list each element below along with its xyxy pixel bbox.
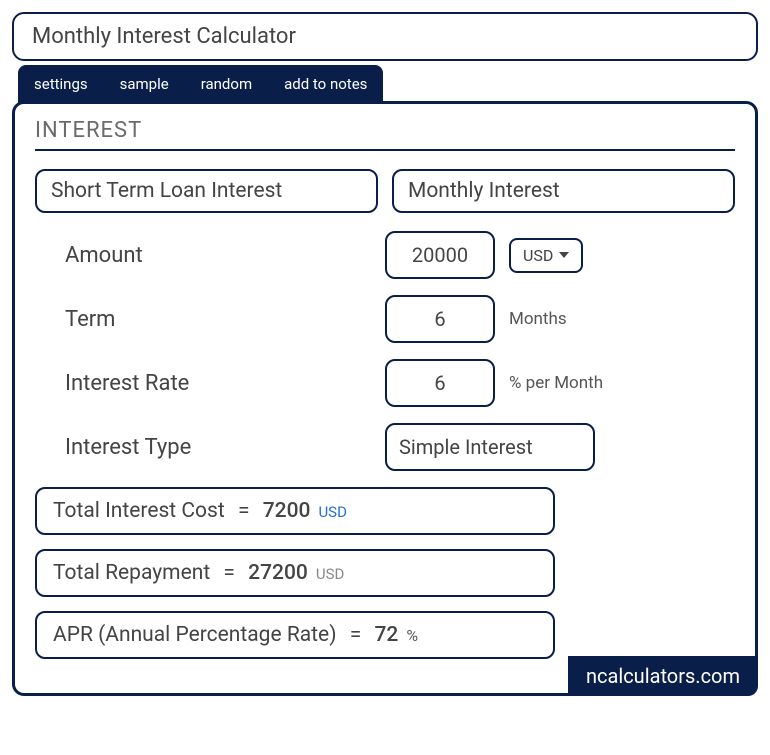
amount-input[interactable]: 20000 (385, 231, 495, 279)
page-title-box: Monthly Interest Calculator (12, 12, 758, 61)
tab-sample[interactable]: sample (104, 65, 185, 103)
section-heading: INTEREST (35, 118, 735, 151)
mode-monthly-button[interactable]: Monthly Interest (392, 169, 735, 213)
result-repayment-label: Total Repayment (53, 561, 210, 585)
type-input[interactable]: Simple Interest (385, 423, 595, 471)
amount-label: Amount (65, 243, 385, 268)
equals-sign: = (218, 561, 240, 585)
tab-random[interactable]: random (185, 65, 268, 103)
currency-value: USD (523, 246, 553, 265)
page-title: Monthly Interest Calculator (32, 24, 296, 49)
rate-label: Interest Rate (65, 371, 385, 396)
brand-badge[interactable]: ncalculators.com (568, 656, 758, 696)
result-interest-unit: USD (318, 503, 346, 521)
term-unit: Months (509, 309, 567, 329)
calculator-panel: INTEREST Short Term Loan Interest Monthl… (12, 101, 758, 696)
mode-short-term-button[interactable]: Short Term Loan Interest (35, 169, 378, 213)
mode-buttons: Short Term Loan Interest Monthly Interes… (35, 169, 735, 213)
type-row: Interest Type Simple Interest (35, 423, 735, 471)
result-interest-cost: Total Interest Cost = 7200 USD (35, 487, 555, 535)
result-repayment-unit: USD (316, 565, 344, 583)
equals-sign: = (345, 623, 367, 647)
tab-add-to-notes[interactable]: add to notes (268, 65, 383, 103)
rate-unit: % per Month (509, 373, 603, 393)
equals-sign: = (233, 499, 255, 523)
result-repayment-value: 27200 (248, 561, 308, 585)
currency-select[interactable]: USD (509, 238, 583, 273)
result-apr-label: APR (Annual Percentage Rate) (53, 623, 337, 647)
term-row: Term 6 Months (35, 295, 735, 343)
result-interest-value: 7200 (263, 499, 311, 523)
term-label: Term (65, 307, 385, 332)
result-apr-value: 72 (374, 623, 398, 647)
result-apr: APR (Annual Percentage Rate) = 72 % (35, 611, 555, 659)
chevron-down-icon (559, 252, 569, 258)
tab-settings[interactable]: settings (18, 65, 104, 103)
rate-input[interactable]: 6 (385, 359, 495, 407)
result-apr-unit: % (406, 626, 418, 645)
tab-bar: settings sample random add to notes (18, 65, 383, 103)
type-label: Interest Type (65, 435, 385, 460)
term-input[interactable]: 6 (385, 295, 495, 343)
result-repayment: Total Repayment = 27200 USD (35, 549, 555, 597)
rate-row: Interest Rate 6 % per Month (35, 359, 735, 407)
amount-row: Amount 20000 USD (35, 231, 735, 279)
result-interest-label: Total Interest Cost (53, 499, 225, 523)
